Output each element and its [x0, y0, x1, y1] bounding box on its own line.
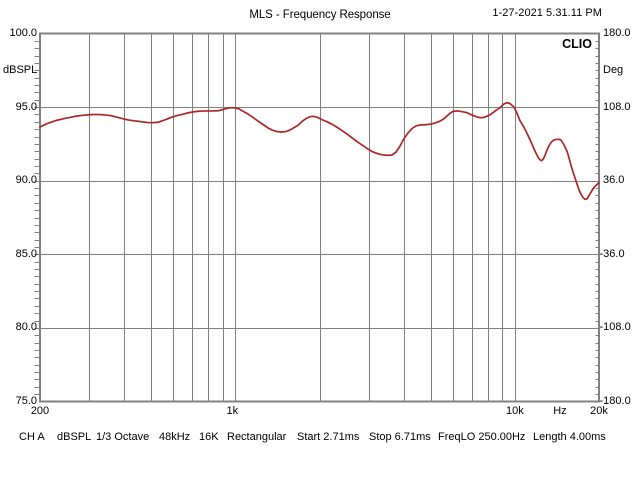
y-axis-left-label: 75.0 [15, 395, 37, 407]
y-axis-left-label: 80.0 [15, 321, 37, 334]
x-axis-label: 20k [590, 405, 608, 417]
y-axis-right-label: -108.0 [599, 321, 631, 334]
status-bar-item: 16K [199, 431, 219, 443]
y-axis-left-label: 90.0 [15, 174, 37, 187]
response-curve [39, 101, 600, 201]
status-bar-item: 1/3 Octave [96, 431, 150, 443]
status-bar-item: Rectangular [227, 431, 287, 443]
status-bar-item: Start 2.71ms [297, 431, 360, 443]
y-axis-right-label: 36.0 [603, 174, 625, 187]
y-axis-right-unit: Deg [603, 64, 624, 76]
y-axis-right-label: 180.0 [603, 27, 631, 39]
page-title: MLS - Frequency Response [249, 9, 391, 21]
status-bar-item: dBSPL [57, 431, 92, 443]
status-bar-item: CH A [19, 431, 45, 443]
x-axis-label: 10k [505, 405, 524, 417]
x-axis-label: 200 [30, 405, 50, 417]
clio-watermark: CLIO [562, 36, 592, 51]
status-bar-item: FreqLO 250.00Hz [438, 431, 526, 443]
plot-border [39, 32, 600, 403]
status-bar-item: 48kHz [159, 431, 191, 443]
status-bar: CH A dBSPL 1/3 Octave 48kHz 16K Rectangular St… [0, 431, 640, 445]
status-bar-item: Length 4.00ms [533, 431, 606, 443]
timestamp: 1-27-2021 5.31.11 PM [492, 7, 602, 19]
status-bar-item: Stop 6.71ms [369, 431, 431, 443]
y-axis-right-label: -180.0 [599, 395, 631, 407]
y-axis-left-label: 95.0 [15, 100, 37, 113]
y-axis-left-unit: dBSPL [3, 64, 38, 76]
y-axis-left-label: 85.0 [15, 247, 37, 260]
y-axis-right-label: 108.0 [603, 100, 631, 113]
x-axis-label: 1k [226, 405, 239, 417]
x-axis-label: Hz [553, 405, 567, 417]
y-axis-right-label: -36.0 [599, 247, 625, 260]
y-axis-left-label: 100.0 [9, 27, 37, 39]
